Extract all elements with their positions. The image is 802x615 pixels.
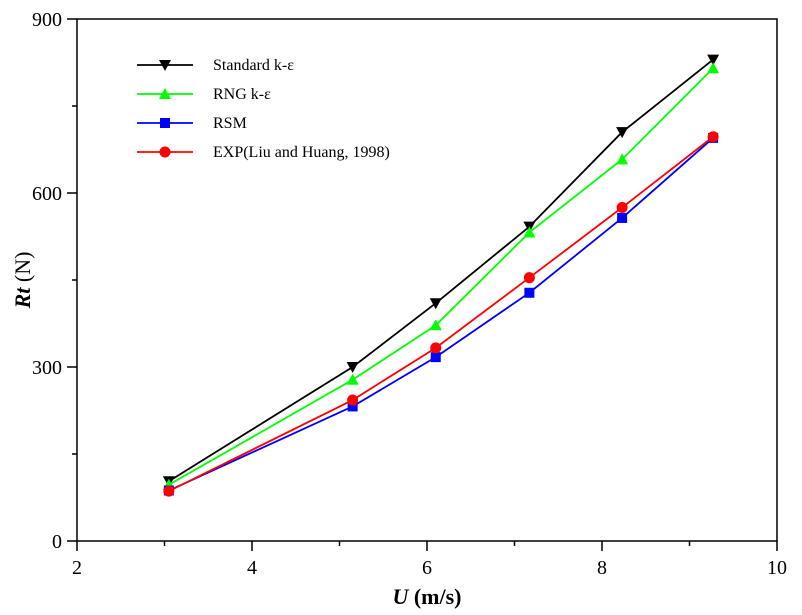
legend-item-exp: EXP(Liu and Huang, 1998) [137, 144, 390, 161]
legend-item-standard-k-epsilon: Standard k-ε [137, 57, 294, 74]
y-axis-variable: Rt [10, 287, 35, 310]
y-axis-title: Rt (N) [10, 252, 35, 310]
legend-marker [159, 88, 171, 99]
data-point-rsm [524, 287, 535, 298]
x-tick-label: 6 [422, 557, 432, 579]
y-axis-unit: (N) [10, 252, 35, 288]
x-tick-label: 4 [247, 557, 257, 579]
data-point-rsm [347, 401, 358, 412]
y-tick-label: 300 [32, 357, 62, 379]
x-tick-label: 2 [72, 557, 82, 579]
series-line-rsm [168, 137, 714, 492]
series-rng-k-epsilon [162, 62, 720, 490]
legend-label: EXP(Liu and Huang, 1998) [213, 144, 390, 161]
series-line-rng-k-epsilon [168, 67, 714, 486]
data-point-rng-k-epsilon [346, 373, 359, 385]
y-tick-label: 900 [32, 9, 62, 31]
legend-marker [160, 118, 170, 128]
legend-item-rng-k-epsilon: RNG k-ε [137, 86, 271, 103]
legend-marker [159, 60, 171, 71]
data-point-standard-k-epsilon [429, 298, 442, 310]
series-line-standard-k-epsilon [168, 58, 714, 483]
legend-label: RSM [213, 115, 247, 132]
data-point-standard-k-epsilon [616, 127, 629, 139]
series-exp [163, 131, 719, 497]
data-point-rng-k-epsilon [429, 319, 442, 331]
data-point-rng-k-epsilon [616, 153, 629, 165]
y-tick-label: 0 [52, 531, 62, 553]
data-point-exp [707, 131, 719, 143]
data-point-standard-k-epsilon [707, 54, 720, 66]
data-point-exp [163, 485, 175, 497]
data-point-rsm [430, 352, 441, 363]
x-axis-unit: (m/s) [408, 584, 461, 609]
legend-item-rsm: RSM [137, 115, 247, 132]
data-point-exp [430, 342, 442, 354]
data-point-exp [523, 272, 535, 284]
data-point-rng-k-epsilon [707, 62, 720, 74]
series-line-exp [168, 136, 714, 492]
data-point-rsm [617, 212, 628, 223]
data-point-exp [616, 202, 628, 213]
series-rsm [163, 132, 719, 496]
plot-frame [76, 18, 778, 542]
x-axis-variable: U [392, 584, 409, 609]
legend-marker [159, 146, 171, 158]
data-point-rng-k-epsilon [523, 226, 536, 238]
y-tick-label: 600 [32, 183, 62, 205]
x-axis-title: U (m/s) [392, 584, 461, 609]
x-tick-label: 8 [597, 557, 607, 579]
plot-area [162, 54, 720, 497]
legend-label: RNG k-ε [213, 86, 271, 103]
data-point-exp [347, 394, 359, 406]
x-tick-label: 10 [767, 557, 787, 579]
legend-label: Standard k-ε [213, 57, 294, 74]
legend: Standard k-ε RNG k-ε RSM EXP(Liu and Huang,… [137, 57, 390, 161]
axis-ticks: 2 4 6 8 10 0 300 600 900 [32, 9, 787, 579]
data-point-standard-k-epsilon [346, 362, 359, 373]
